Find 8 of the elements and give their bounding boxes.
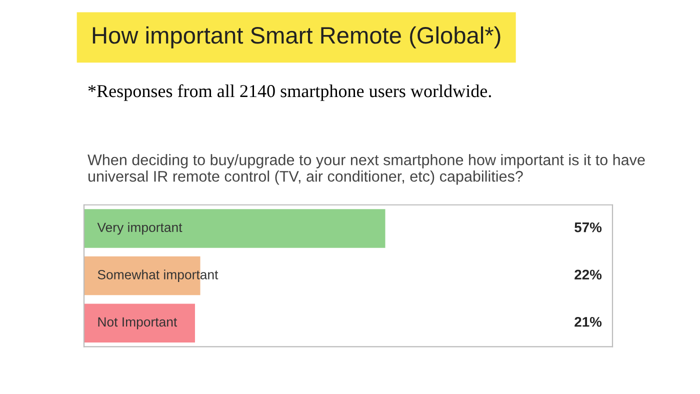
y-tick-label: Not Important <box>98 317 178 330</box>
chart-title: How important Smart Remote (Global*) <box>92 26 500 48</box>
data-label: 21% <box>574 316 602 327</box>
text: When deciding to buy/upgrade to your next smartphone how important is it to have universal IR remote control (TV, air conditioner, etc) capabilities? <box>88 154 645 185</box>
y-tick-label: Very important <box>97 222 182 235</box>
data-label: 57% <box>574 222 602 232</box>
data-label: 22% <box>574 270 602 280</box>
chart-subtitle: *Responses from all 2140 smartphone users worldwide. <box>88 84 491 101</box>
